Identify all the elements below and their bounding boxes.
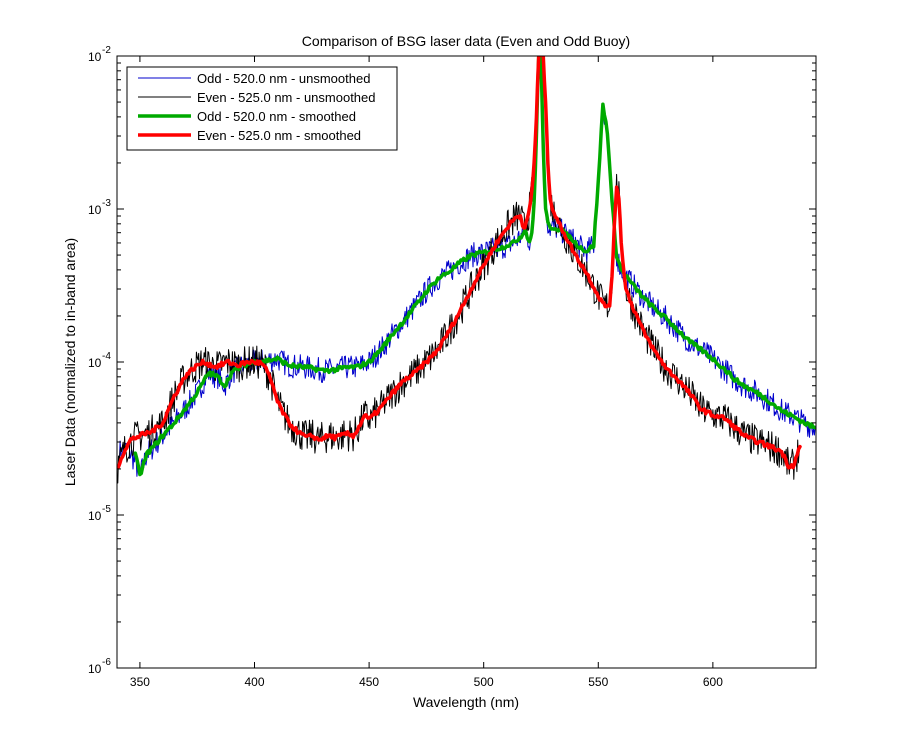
y-tick-base: 10: [88, 203, 102, 217]
series-layer: [117, 56, 816, 484]
chart-title: Comparison of BSG laser data (Even and O…: [302, 33, 630, 49]
y-tick-label: 10 -6: [88, 657, 111, 676]
y-tick-base: 10: [88, 662, 102, 676]
x-tick-label: 450: [359, 675, 379, 689]
series-line-3: [117, 56, 802, 470]
y-tick-exponent: -5: [102, 504, 111, 515]
legend-label-3: Even - 525.0 nm - smoothed: [197, 128, 361, 143]
y-tick-exponent: -3: [102, 198, 111, 209]
series-line-0: [118, 56, 816, 477]
y-tick-exponent: -2: [102, 45, 111, 56]
x-tick-label: 550: [588, 675, 608, 689]
x-tick-label: 600: [703, 675, 723, 689]
x-tick-label: 350: [130, 675, 150, 689]
y-tick-exponent: -4: [102, 351, 111, 362]
legend: Odd - 520.0 nm - unsmoothed Even - 525.0 …: [126, 66, 398, 151]
y-tick-label: 10 -3: [88, 198, 111, 217]
legend-label-2: Odd - 520.0 nm - smoothed: [197, 109, 356, 124]
legend-label-1: Even - 525.0 nm - unsmoothed: [197, 90, 376, 105]
y-tick-label: 10 -5: [88, 504, 111, 523]
y-tick-label: 10 -4: [88, 351, 111, 370]
y-tick-exponent: -6: [102, 657, 111, 668]
x-tick-label: 400: [244, 675, 264, 689]
y-tick-label: 10 -2: [88, 45, 111, 64]
y-axis-label: Laser Data (normalized to in-band area): [62, 238, 78, 486]
legend-label-0: Odd - 520.0 nm - unsmoothed: [197, 71, 370, 86]
y-tick-base: 10: [88, 356, 102, 370]
x-axis-label: Wavelength (nm): [413, 694, 519, 710]
y-tick-base: 10: [88, 509, 102, 523]
y-tick-base: 10: [88, 50, 102, 64]
x-tick-label: 500: [474, 675, 494, 689]
